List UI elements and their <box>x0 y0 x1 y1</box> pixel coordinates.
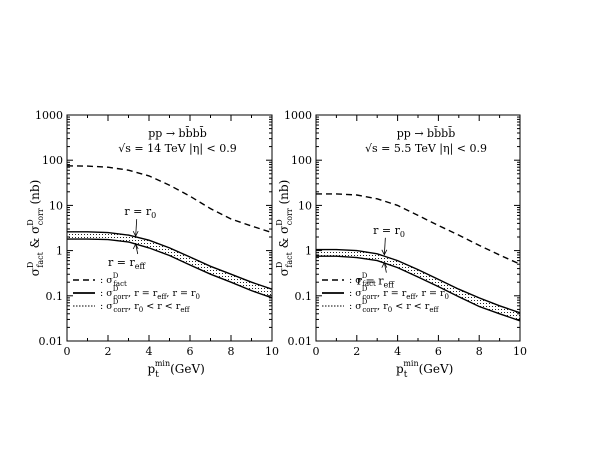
y-axis-label: σDfact & σDcorr (nb) <box>275 180 294 277</box>
y-tick-label: 10 <box>298 199 312 212</box>
x-tick-label: 4 <box>394 345 401 358</box>
annotation-arrowhead <box>381 249 388 256</box>
y-tick-label: 0.1 <box>295 290 313 303</box>
y-tick-label: 1000 <box>284 109 312 122</box>
chart-panel-1: 0 2 4 6 8 10 0.01 0.1 1 10 100 1000 pp → bb̄bb̄ √s = … <box>26 109 279 380</box>
chart-title: pp → bb̄bb̄ <box>148 127 206 140</box>
x-tick-label: 0 <box>64 345 71 358</box>
y-tick-label: 1 <box>56 245 63 258</box>
x-tick-label: 10 <box>513 345 527 358</box>
series-line-3 <box>67 238 273 299</box>
x-tick-label: 8 <box>228 345 235 358</box>
y-tick-label: 1000 <box>35 109 63 122</box>
annotation-reff: r = reff <box>108 256 146 271</box>
y-tick-label: 0.01 <box>288 335 313 348</box>
annotation-arrow <box>383 237 386 255</box>
y-tick-label: 0.01 <box>39 335 64 348</box>
x-tick-label: 6 <box>187 345 194 358</box>
y-tick-label: 100 <box>291 154 312 167</box>
y-axis-label: σDfact & σDcorr (nb) <box>26 180 45 277</box>
x-axis-label: ptmin(GeV) <box>396 359 453 380</box>
legend-entry-1: : σD fact <box>100 272 127 288</box>
chart-panel-2: 0 2 4 6 8 10 0.01 0.1 1 10 100 1000 pp → bb̄bb̄ √s = … <box>275 109 527 380</box>
x-tick-label: 2 <box>353 345 360 358</box>
legend-entry-3: : σD corr, r0 < r < reff <box>100 298 190 314</box>
series-line-2 <box>67 231 273 290</box>
series-line-2 <box>316 248 521 314</box>
annotation-arrowhead <box>132 243 139 250</box>
annotation-arrow <box>135 219 138 237</box>
x-tick-label: 0 <box>313 345 320 358</box>
annotation-arrow <box>135 243 139 255</box>
annotation-arrowhead <box>381 261 388 268</box>
y-tick-label: 100 <box>42 154 63 167</box>
x-axis-label: ptmin(GeV) <box>148 359 205 380</box>
legend-entry-2: : σD corr, r = reff, r = r0 <box>100 285 200 301</box>
y-tick-label: 10 <box>49 199 63 212</box>
y-tick-label: 1 <box>305 245 312 258</box>
legend-entry-3: : σD corr, r0 < r < reff <box>349 298 439 314</box>
annotation-r0: r = r0 <box>124 205 156 220</box>
x-tick-label: 10 <box>265 345 279 358</box>
series-line-3 <box>316 255 521 322</box>
annotation-reff: r = reff <box>357 275 395 290</box>
chart-title: pp → bb̄bb̄ <box>397 127 455 140</box>
series-line-1 <box>316 193 521 265</box>
annotation-arrowhead <box>132 230 139 238</box>
chart-subtitle: √s = 5.5 TeV |η| < 0.9 <box>365 142 487 156</box>
chart-subtitle: √s = 14 TeV |η| < 0.9 <box>118 142 237 156</box>
x-tick-label: 2 <box>105 345 112 358</box>
x-tick-label: 8 <box>476 345 483 358</box>
series-line-1 <box>66 165 273 234</box>
y-tick-label: 0.1 <box>46 290 64 303</box>
legend-entry-2: : σD corr, r = reff, r = r0 <box>349 285 449 301</box>
x-tick-label: 6 <box>435 345 442 358</box>
annotation-arrow <box>383 262 387 273</box>
legend-entry-1: : σD fact <box>349 272 376 288</box>
x-tick-label: 4 <box>146 345 153 358</box>
annotation-r0: r = r0 <box>373 224 405 239</box>
